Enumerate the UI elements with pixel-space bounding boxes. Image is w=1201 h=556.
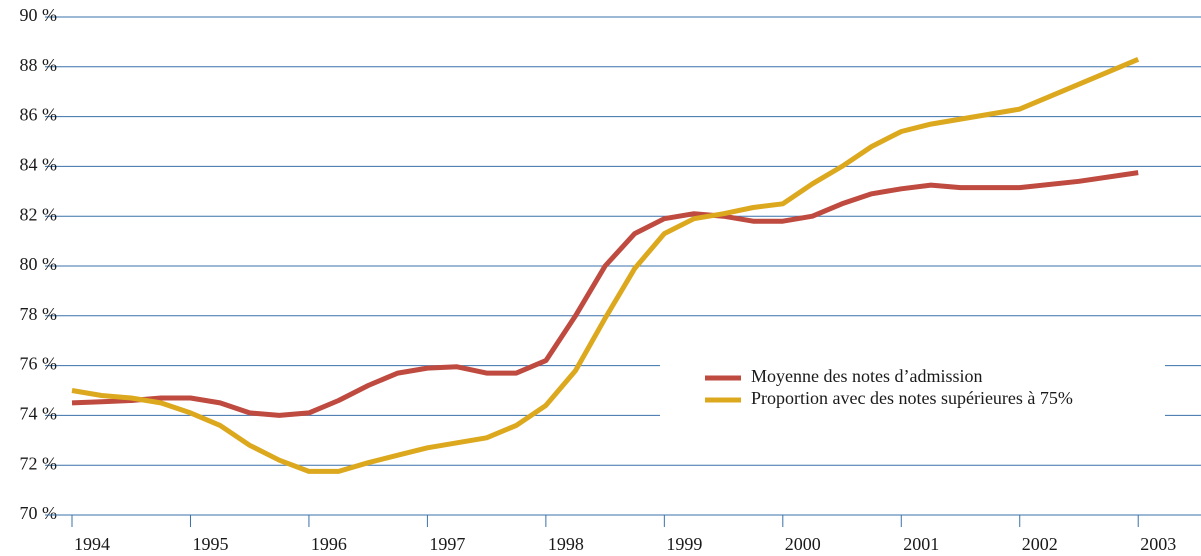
y-tick-label: 90 % bbox=[20, 5, 58, 25]
y-tick-label: 70 % bbox=[20, 503, 58, 523]
y-tick-label: 74 % bbox=[20, 404, 58, 424]
legend-box bbox=[660, 340, 1165, 436]
y-tick-label: 80 % bbox=[20, 254, 58, 274]
y-tick-label: 72 % bbox=[20, 453, 58, 473]
x-tick-label: 1994 bbox=[74, 534, 110, 554]
y-tick-label: 88 % bbox=[20, 55, 58, 75]
x-tick-label: 1996 bbox=[311, 534, 347, 554]
y-tick-label: 78 % bbox=[20, 304, 58, 324]
y-tick-label: 82 % bbox=[20, 204, 58, 224]
line bbox=[71, 56, 1140, 474]
legend-label: Proportion avec des notes supérieures à … bbox=[751, 388, 1073, 408]
x-tick-label: 1998 bbox=[548, 534, 584, 554]
y-tick-label: 76 % bbox=[20, 354, 58, 374]
x-tick-label: 2002 bbox=[1022, 534, 1058, 554]
legend-label: Moyenne des notes d’admission bbox=[751, 366, 982, 386]
x-tick-label: 2003 bbox=[1140, 534, 1176, 554]
x-tick-label: 1997 bbox=[429, 534, 465, 554]
x-tick-label: 1999 bbox=[666, 534, 702, 554]
x-tick-label: 2000 bbox=[785, 534, 821, 554]
y-tick-label: 84 % bbox=[20, 155, 58, 175]
y-tick-label: 86 % bbox=[20, 105, 58, 125]
x-tick-label: 2001 bbox=[903, 534, 939, 554]
x-tick-label: 1995 bbox=[192, 534, 228, 554]
line bbox=[71, 170, 1139, 418]
